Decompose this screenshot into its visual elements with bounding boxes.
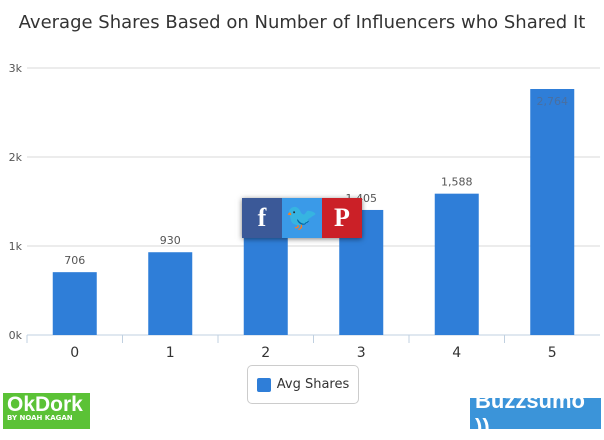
okdork-logo: OkDork BY NOAH KAGAN (3, 393, 90, 429)
legend-label: Avg Shares (276, 377, 350, 392)
bar (52, 272, 97, 335)
y-tick-label: 1k (9, 240, 23, 253)
facebook-share-icon[interactable]: f (242, 198, 282, 238)
x-tick-label: 2 (261, 345, 270, 361)
legend[interactable]: Avg Shares (247, 365, 359, 404)
data-label: 2,764 (537, 95, 569, 108)
bar (148, 252, 193, 335)
buzzsumo-logo: Buzzsumo )) (470, 388, 601, 439)
y-tick-label: 3k (9, 62, 23, 75)
bar (530, 89, 575, 335)
y-tick-label: 2k (9, 151, 23, 164)
y-tick-label: 0k (9, 329, 23, 342)
chart-title: Average Shares Based on Number of Influe… (18, 12, 586, 33)
legend-swatch (256, 377, 271, 392)
bar (434, 193, 479, 335)
data-label: 706 (64, 254, 85, 267)
data-label: 930 (160, 234, 181, 247)
x-tick-label: 4 (452, 345, 461, 361)
twitter-share-icon[interactable]: 🐦 (282, 198, 322, 238)
x-tick-label: 1 (166, 345, 175, 361)
x-tick-label: 5 (548, 345, 557, 361)
x-tick-label: 3 (357, 345, 366, 361)
bar (243, 230, 288, 335)
pinterest-share-icon[interactable]: P (322, 198, 362, 238)
share-bar: f 🐦 P (242, 198, 362, 238)
x-tick-label: 0 (70, 345, 79, 361)
data-label: 1,588 (441, 176, 473, 189)
